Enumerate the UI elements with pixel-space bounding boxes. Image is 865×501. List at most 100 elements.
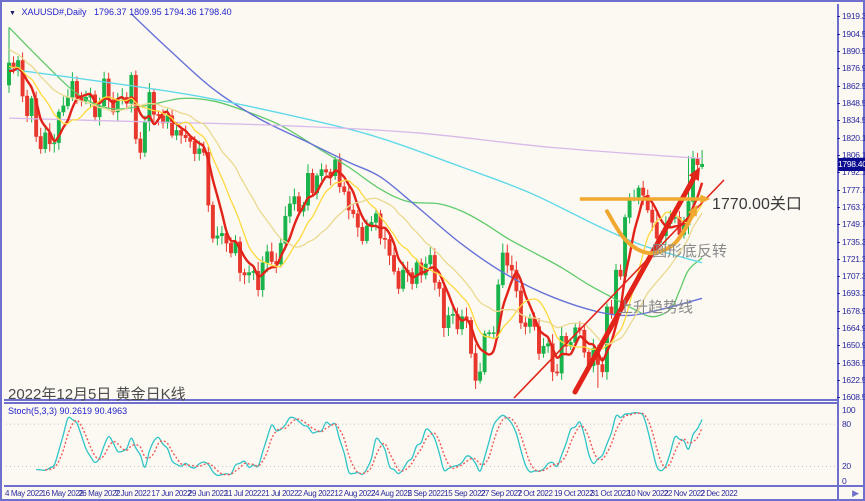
main-chart-canvas[interactable]	[4, 4, 837, 400]
price-axis-separator	[837, 4, 839, 501]
resistance-annotation-label: 1770.00关口	[712, 196, 802, 213]
date-axis-label: 7 Oct 2022	[517, 489, 553, 498]
arrowhead	[687, 204, 698, 217]
price-axis-label: 1834.50	[842, 114, 865, 125]
stoch-d-line	[45, 412, 703, 476]
date-axis-label: 17 Jun 2022	[151, 489, 192, 498]
date-axis-label: 29 Jun 2022	[188, 489, 228, 498]
price-axis-tick	[837, 275, 840, 277]
price-axis-tick	[837, 310, 840, 312]
price-axis-label: 1862.50	[842, 80, 865, 91]
date-axis-separator	[4, 485, 865, 487]
price-axis-tick	[837, 51, 840, 53]
date-axis-label: 12 Aug 2022	[334, 489, 375, 498]
price-axis-tick	[837, 293, 840, 295]
price-axis-tick	[837, 67, 840, 69]
date-axis-label: 21 Jul 2022	[261, 489, 299, 498]
price-axis-tick	[837, 34, 840, 36]
price-axis-tick	[837, 137, 840, 139]
stoch-scale-label: 20	[842, 461, 851, 472]
price-axis-label: 1904.50	[842, 29, 865, 40]
price-axis-label: 1777.70	[842, 184, 865, 195]
price-axis-tick	[837, 258, 840, 260]
price-axis-tick	[837, 241, 840, 243]
price-axis-label: 1792.10	[842, 166, 865, 177]
price-axis-label: 1735.30	[842, 236, 865, 247]
stochastic-indicator-label: Stoch(5,3,3) 90.2619 90.4963	[8, 406, 128, 416]
price-axis-label: 1919.30	[842, 11, 865, 21]
date-axis-label: 16 May 2022	[41, 489, 84, 498]
date-axis-label: 15 Sep 2022	[444, 489, 486, 498]
price-axis-label: 1890.50	[842, 46, 865, 57]
ma-cyan-line	[8, 68, 703, 264]
price-axis-tick	[837, 171, 840, 173]
arrowhead	[688, 167, 700, 181]
price-axis-label: 1650.90	[842, 340, 865, 350]
price-axis-label: 1678.90	[842, 305, 865, 316]
price-axis-tick	[837, 379, 840, 381]
stochastic-panel-canvas[interactable]	[4, 401, 837, 485]
date-axis-label: 2 Aug 2022	[297, 489, 335, 498]
date-axis-label: 26 May 2022	[78, 489, 121, 498]
round-bottom-annotation-label: 圆形底反转	[652, 243, 728, 260]
ma-purple-line	[8, 117, 703, 160]
date-axis-label: 2 Dec 2022	[700, 489, 738, 498]
date-axis-label: 31 Oct 2022	[590, 489, 631, 498]
symbol-dropdown-icon[interactable]: ▼	[9, 10, 16, 17]
price-axis-label: 1707.30	[842, 270, 865, 281]
price-axis-tick	[837, 16, 840, 17]
panel-divider[interactable]	[4, 399, 837, 404]
annotations-layer	[513, 167, 725, 399]
date-axis-label: 22 Nov 2022	[663, 489, 705, 498]
stoch-scale-label: 80	[842, 419, 851, 430]
ohlc-readout: 1796.37 1809.95 1794.36 1798.40	[94, 7, 232, 17]
price-axis-tick	[837, 119, 840, 121]
price-axis-label: 1848.50	[842, 97, 865, 108]
rising-trendline[interactable]	[513, 179, 725, 399]
price-axis-label: 1721.30	[842, 253, 865, 264]
stoch-scale-label: 0	[842, 475, 847, 486]
price-axis-label: 1820.10	[842, 132, 865, 143]
symbol-timeframe-label: XAUUSD#,Daily	[21, 7, 87, 17]
trendline-annotation-label: 上升趋势线	[618, 299, 694, 316]
stoch-k-line	[36, 412, 703, 477]
price-axis-tick	[837, 85, 840, 87]
price-axis-tick	[837, 206, 840, 208]
price-axis-tick	[837, 345, 840, 346]
price-axis[interactable]: 1919.30 1904.50 1890.50 1876.90 1862.50 1848.…	[837, 4, 865, 486]
price-axis-tick	[837, 396, 840, 398]
price-axis-label: 1749.70	[842, 218, 865, 229]
ma-khaki-line	[8, 48, 703, 345]
trend-arrow[interactable]	[572, 171, 699, 395]
date-axis-label: 11 Jul 2022	[224, 489, 262, 498]
price-axis-tick	[837, 189, 840, 191]
date-axis-label: 19 Oct 2022	[554, 489, 594, 498]
chart-header: ▼ XAUUSD#,Daily 1796.37 1809.95 1794.36 …	[9, 7, 232, 17]
date-axis-label: 4 May 2022	[5, 489, 43, 498]
price-axis-tick	[837, 102, 840, 104]
round-bottom-arc[interactable]	[604, 206, 698, 256]
date-axis-label: 10 Nov 2022	[627, 489, 669, 498]
price-axis-label: 1876.90	[842, 62, 865, 73]
date-axis-label: 24 Aug 2022	[371, 489, 412, 498]
date-axis-label: 7 Jun 2022	[114, 489, 151, 498]
chart-caption: 2022年12月5日 黄金日K线	[8, 386, 186, 403]
price-axis-tick	[837, 154, 840, 156]
autoscroll-icon[interactable]: ▶	[852, 488, 859, 498]
stoch-scale-label: 100	[842, 405, 856, 415]
price-axis-label: 1693.30	[842, 288, 865, 299]
price-axis-label: 1763.70	[842, 201, 865, 212]
price-axis-label: 1636.50	[842, 357, 865, 368]
price-axis-tick	[837, 327, 840, 329]
price-axis-label: 1806.10	[842, 149, 865, 160]
price-axis-tick	[837, 223, 840, 225]
date-axis[interactable]: 4 May 2022 16 May 2022 26 May 2022 7 Jun 20…	[4, 488, 837, 501]
price-axis-label: 1622.50	[842, 374, 865, 385]
ma-blue-line	[130, 13, 703, 317]
price-axis-label: 1664.90	[842, 322, 865, 333]
price-axis-label: 1608.50	[842, 391, 865, 402]
candles-layer	[7, 27, 705, 390]
ma-yellow-line	[8, 65, 703, 351]
arrowhead	[700, 194, 711, 204]
